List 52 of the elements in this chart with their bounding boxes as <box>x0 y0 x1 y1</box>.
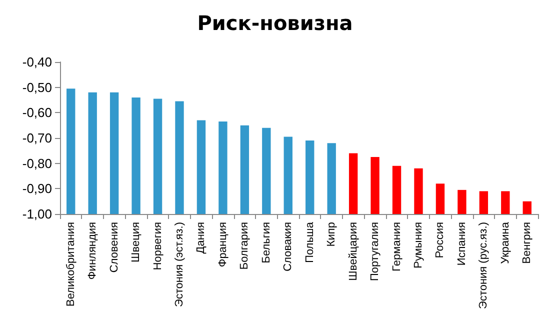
bar <box>262 128 271 214</box>
bar <box>436 184 445 214</box>
x-tick-label: Швейцария <box>347 222 360 281</box>
x-tick-label: Россия <box>434 222 446 258</box>
x-tick-label: Украина <box>499 221 512 264</box>
x-tick-label: Норвегия <box>152 222 164 270</box>
x-tick-label: Болгария <box>238 222 251 270</box>
y-tick-label: -0,70 <box>22 130 52 146</box>
bar <box>522 201 532 214</box>
bar <box>88 92 97 214</box>
bar <box>414 168 423 214</box>
chart-title: Риск-новизна <box>197 11 353 35</box>
x-tick-label: Венгрия <box>521 222 534 264</box>
x-tick-label: Португалия <box>369 222 382 281</box>
y-tick-label: -0,80 <box>22 156 52 171</box>
y-tick-label: -0,40 <box>22 54 52 70</box>
bar <box>110 92 119 214</box>
bar <box>348 153 358 214</box>
bar <box>370 157 380 214</box>
bar <box>479 191 488 214</box>
x-tick-label: Великобритания <box>64 222 77 306</box>
y-tick-label: -1,00 <box>22 206 52 222</box>
x-tick-label: Эстония (рус.яз.) <box>478 222 490 309</box>
x-tick-label: Кипр <box>326 222 338 247</box>
bar <box>501 191 510 214</box>
bar <box>218 122 228 214</box>
bar <box>175 101 184 214</box>
bar <box>132 97 140 214</box>
x-tick-label: Германия <box>390 222 403 272</box>
y-tick-label: -0,50 <box>22 80 52 95</box>
x-tick-label: Швеция <box>130 222 142 262</box>
x-tick-label: Франция <box>216 222 229 268</box>
x-tick-label: Эстония (эст.яз.) <box>174 222 186 308</box>
x-tick-label: Финляндия <box>86 222 99 280</box>
bar <box>66 88 76 214</box>
x-tick-label: Дания <box>195 222 208 254</box>
x-tick-label: Словакия <box>282 222 294 272</box>
y-tick-label: -0,90 <box>22 181 52 196</box>
x-tick-label: Словения <box>108 222 120 273</box>
bar <box>392 166 402 214</box>
bar <box>458 190 466 214</box>
bar <box>306 140 314 214</box>
y-tick-label: -0,60 <box>22 105 52 120</box>
bar <box>153 98 162 214</box>
bar <box>196 120 206 214</box>
bar <box>327 143 336 214</box>
x-tick-label: Бельгия <box>260 222 272 264</box>
bar <box>240 125 250 214</box>
x-tick-label: Польша <box>304 221 316 263</box>
bar <box>284 136 292 214</box>
x-tick-label: Испания <box>456 222 468 266</box>
x-tick-label: Румыния <box>412 222 424 268</box>
